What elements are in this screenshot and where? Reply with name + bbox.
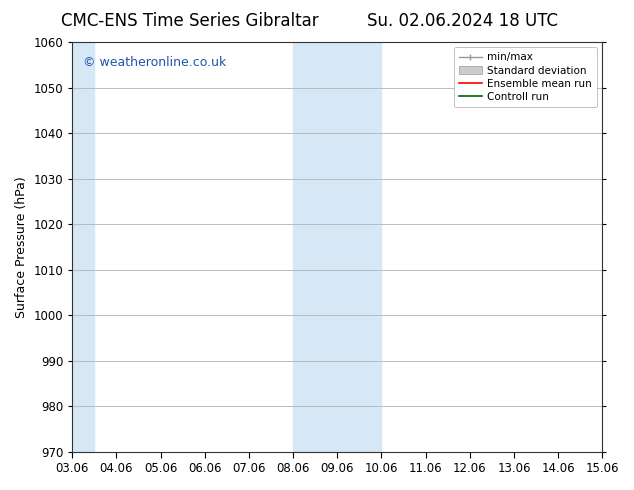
Text: Su. 02.06.2024 18 UTC: Su. 02.06.2024 18 UTC <box>367 12 559 30</box>
Text: CMC-ENS Time Series Gibraltar: CMC-ENS Time Series Gibraltar <box>61 12 319 30</box>
Text: © weatheronline.co.uk: © weatheronline.co.uk <box>83 56 226 70</box>
Y-axis label: Surface Pressure (hPa): Surface Pressure (hPa) <box>15 176 28 318</box>
Legend: min/max, Standard deviation, Ensemble mean run, Controll run: min/max, Standard deviation, Ensemble me… <box>454 47 597 107</box>
Bar <box>293 42 382 452</box>
Bar <box>72 42 94 452</box>
Bar <box>602 42 624 452</box>
